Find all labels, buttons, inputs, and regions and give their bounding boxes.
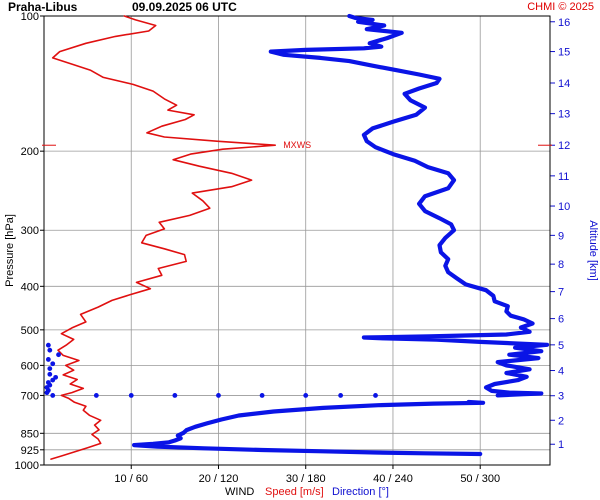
direction-dot — [47, 347, 53, 353]
direction-dot — [373, 393, 378, 398]
pressure-tick-label: 400 — [21, 281, 39, 293]
direction-dot — [47, 366, 53, 372]
speed-series-line — [50, 15, 277, 460]
direction-series-line — [268, 13, 550, 398]
altitude-tick-label: 15 — [558, 47, 570, 59]
direction-dot — [45, 357, 51, 362]
altitude-tick-label: 1 — [558, 439, 564, 451]
direction-dot — [172, 393, 178, 398]
direction-dot — [45, 380, 51, 385]
altitude-tick-label: 2 — [558, 415, 564, 427]
y-axis-label: Pressure [hPa] — [4, 214, 16, 287]
pressure-tick-label: 1000 — [15, 460, 39, 472]
pressure-tick-label: 850 — [21, 428, 39, 440]
altitude-tick-label: 6 — [558, 314, 564, 326]
pressure-tick-label: 200 — [21, 146, 39, 158]
altitude-tick-label: 10 — [558, 201, 570, 213]
max-wind-label: MXWS — [283, 140, 311, 150]
pressure-tick-label: 600 — [21, 360, 39, 372]
plot-frame — [43, 15, 551, 466]
wind-tick-label: 40 / 240 — [373, 473, 413, 485]
altitude-tick-label: 13 — [558, 109, 570, 121]
x-axis-label-prefix: WIND — [225, 486, 254, 498]
wind-tick-label: 30 / 180 — [286, 473, 326, 485]
pressure-tick-label: 925 — [21, 445, 39, 457]
direction-dot — [53, 374, 59, 380]
altitude-tick-label: 14 — [558, 78, 570, 90]
direction-dot — [128, 393, 134, 398]
direction-dot — [56, 352, 61, 358]
direction-dot — [45, 342, 51, 348]
altitude-tick-label: 4 — [558, 366, 564, 378]
altitude-tick-label: 5 — [558, 340, 564, 352]
pressure-tick-label: 500 — [21, 325, 39, 337]
altitude-tick-label: 16 — [558, 17, 570, 29]
altitude-tick-label: 11 — [558, 171, 569, 183]
pressure-tick-label: 700 — [21, 390, 39, 402]
direction-dot — [47, 371, 53, 377]
altitude-tick-label: 7 — [558, 287, 564, 299]
station-name: Praha-Libus — [8, 0, 78, 14]
wind-tick-label: 50 / 300 — [460, 473, 500, 485]
observation-time: 09.09.2025 06 UTC — [132, 0, 237, 14]
altitude-tick-label: 8 — [558, 259, 564, 271]
direction-dot — [338, 393, 344, 398]
x-axis-label-speed: Speed [m/s] — [265, 486, 324, 498]
credit-label: CHMI © 2025 — [527, 1, 594, 13]
pressure-tick-label: 300 — [21, 225, 39, 237]
direction-dot — [50, 361, 56, 367]
pressure-tick-label: 100 — [21, 11, 39, 23]
x-axis-label-direction: Direction [°] — [332, 486, 389, 498]
direction-dot — [259, 393, 265, 398]
wind-tick-label: 10 / 60 — [114, 473, 148, 485]
altitude-tick-label: 9 — [558, 230, 564, 242]
altitude-axis-label: Altitude [km] — [587, 220, 599, 281]
altitude-tick-label: 3 — [558, 391, 564, 403]
direction-series-line — [132, 399, 486, 457]
direction-dot — [216, 393, 221, 398]
altitude-tick-label: 12 — [558, 140, 570, 152]
wind-tick-label: 20 / 120 — [199, 473, 239, 485]
direction-dot — [303, 393, 309, 398]
direction-dot — [93, 393, 99, 398]
direction-dot — [50, 393, 56, 398]
